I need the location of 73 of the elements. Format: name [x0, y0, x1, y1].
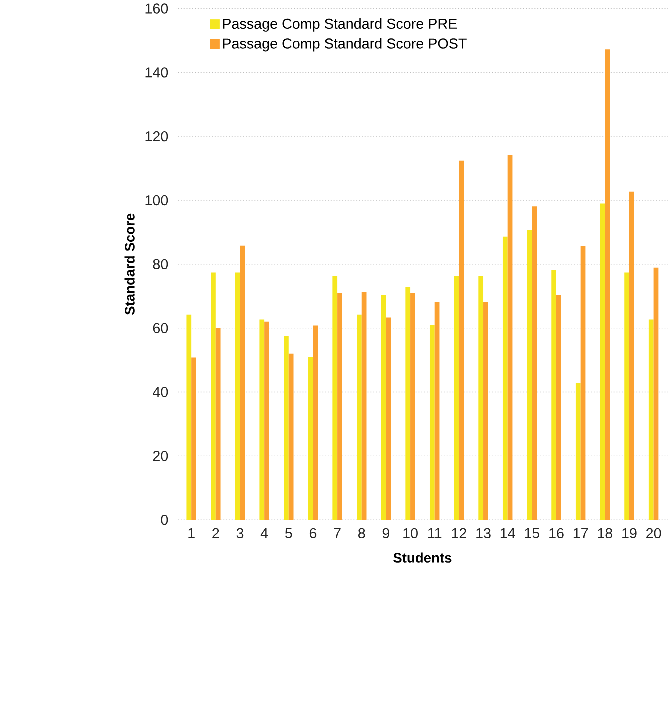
bar: [484, 302, 489, 520]
bar: [503, 236, 508, 520]
y-tick-label: 80: [153, 259, 168, 270]
x-tick-label: 14: [501, 528, 516, 538]
x-tick-label: 20: [646, 528, 662, 539]
bar: [186, 314, 192, 520]
y-axis-title: Standard Score: [124, 214, 136, 316]
bar: [235, 272, 240, 520]
x-tick-label: 3: [236, 528, 244, 539]
bar: [313, 326, 318, 520]
x-tick-label: 16: [550, 528, 564, 539]
bar: [332, 276, 338, 520]
x-tick-label: 18: [598, 528, 613, 539]
y-tick-label: 100: [146, 195, 168, 206]
x-tick-label: 10: [404, 528, 418, 539]
bar: [459, 160, 464, 520]
bar: [654, 268, 659, 520]
bar: [605, 50, 610, 520]
x-tick-label: 11: [428, 528, 442, 538]
y-tick-label: 140: [146, 68, 168, 78]
bar: [284, 336, 290, 520]
bar: [454, 276, 460, 520]
y-tick-label: 120: [146, 132, 168, 142]
y-tick-label: 60: [154, 323, 168, 334]
bar: [308, 357, 314, 520]
y-tick-label: 160: [146, 4, 168, 14]
x-tick-label: 7: [334, 528, 341, 538]
x-tick-label: 9: [383, 528, 390, 539]
bar: [240, 246, 246, 520]
bar: [264, 322, 270, 520]
x-axis-title: Students: [394, 552, 452, 563]
bar: [386, 318, 392, 520]
bar: [508, 155, 513, 520]
bar: [527, 230, 532, 520]
legend-label: Passage Comp Standard Score PRE: [223, 18, 458, 32]
y-tick-label: 40: [153, 387, 168, 398]
bar: [357, 314, 362, 520]
bar: [289, 354, 294, 520]
bar: [649, 320, 654, 520]
bar: [600, 204, 606, 520]
bar: [430, 325, 435, 520]
bar: [532, 206, 538, 520]
x-tick-label: 5: [286, 528, 292, 538]
bar: [410, 293, 416, 520]
x-tick-label: 19: [622, 528, 637, 539]
x-tick-label: 8: [358, 528, 366, 539]
bar: [192, 358, 197, 520]
x-tick-label: 17: [574, 528, 588, 538]
bar: [556, 295, 562, 520]
bar: [216, 328, 221, 520]
x-tick-label: 1: [188, 528, 196, 538]
x-tick-label: 4: [261, 528, 268, 538]
x-tick-label: 13: [476, 528, 491, 539]
y-tick-label: 0: [161, 514, 168, 526]
y-tick-label: 20: [154, 451, 168, 462]
bar: [338, 293, 343, 520]
x-tick-label: 12: [452, 528, 467, 538]
bar: [478, 276, 484, 520]
bar: [260, 320, 265, 520]
bar: [434, 302, 440, 520]
bar: [211, 272, 216, 520]
bar: [624, 272, 630, 520]
bar: [362, 292, 367, 520]
legend-label: Passage Comp Standard Score POST: [223, 38, 468, 52]
x-tick-label: 6: [310, 528, 317, 539]
bar: [552, 270, 557, 520]
bar: [406, 287, 411, 520]
bar: [576, 383, 581, 520]
x-tick-label: 2: [212, 528, 220, 538]
bar: [630, 192, 634, 520]
bar: [381, 295, 386, 520]
bar: [580, 246, 586, 520]
x-tick-label: 15: [525, 528, 540, 538]
